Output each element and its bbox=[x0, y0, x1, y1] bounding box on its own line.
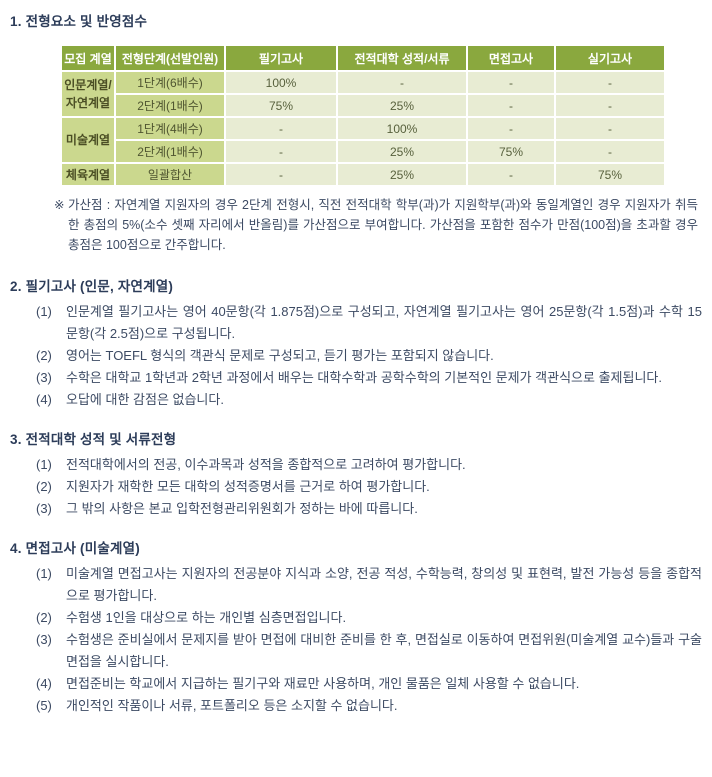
section-written-exam: 2. 필기고사 (인문, 자연계열) (1) 인문계열 필기고사는 영어 40문… bbox=[10, 275, 704, 411]
table-cell: 25% bbox=[338, 164, 466, 185]
list-item: (5) 개인적인 작품이나 서류, 포트폴리오 등은 소지할 수 없습니다. bbox=[36, 695, 702, 717]
admission-score-table: 모집 계열 전형단계(선발인원) 필기고사 전적대학 성적/서류 면접고사 실기… bbox=[60, 44, 666, 187]
list-item: (2) 영어는 TOEFL 형식의 객관식 문제로 구성되고, 듣기 평가는 포… bbox=[36, 345, 702, 367]
list-item: (2) 수험생 1인을 대상으로 하는 개인별 심층면접입니다. bbox=[36, 607, 702, 629]
list-item: (1) 미술계열 면접고사는 지원자의 전공분야 지식과 소양, 전공 적성, … bbox=[36, 563, 702, 607]
header-interview: 면접고사 bbox=[468, 46, 554, 70]
item-marker: (4) bbox=[36, 676, 52, 691]
table-header-row: 모집 계열 전형단계(선발인원) 필기고사 전적대학 성적/서류 면접고사 실기… bbox=[62, 46, 664, 70]
item-marker: (2) bbox=[36, 610, 52, 625]
admission-score-table-wrap: 모집 계열 전형단계(선발인원) 필기고사 전적대학 성적/서류 면접고사 실기… bbox=[60, 44, 704, 187]
table-cell: 2단계(1배수) bbox=[116, 141, 224, 162]
table-cell: - bbox=[556, 141, 664, 162]
header-written-exam: 필기고사 bbox=[226, 46, 336, 70]
table-cell: - bbox=[556, 118, 664, 139]
item-text: 인문계열 필기고사는 영어 40문항(각 1.875점)으로 구성되고, 자연계… bbox=[66, 304, 702, 341]
list-item: (3) 그 밖의 사항은 본교 입학전형관리위원회가 정하는 바에 따릅니다. bbox=[36, 498, 702, 520]
table-cell: 2단계(1배수) bbox=[116, 95, 224, 116]
section-prev-univ-records: 3. 전적대학 성적 및 서류전형 (1) 전적대학에서의 전공, 이수과목과 … bbox=[10, 428, 704, 520]
table-cell: 1단계(4배수) bbox=[116, 118, 224, 139]
group-label-humanities-natural: 인문계열/ 자연계열 bbox=[62, 72, 114, 116]
group-label-physical-ed: 체육계열 bbox=[62, 164, 114, 185]
item-text: 개인적인 작품이나 서류, 포트폴리오 등은 소지할 수 없습니다. bbox=[66, 698, 398, 713]
table-cell: - bbox=[226, 164, 336, 185]
table-row: 인문계열/ 자연계열 1단계(6배수) 100% - - - bbox=[62, 72, 664, 116]
bonus-point-note: ※ 가산점 : 자연계열 지원자의 경우 2단계 전형시, 직전 전적대학 학부… bbox=[54, 195, 698, 255]
item-marker: (3) bbox=[36, 632, 52, 647]
item-text: 면접준비는 학교에서 지급하는 필기구와 재료만 사용하며, 개인 물품은 일체… bbox=[66, 676, 580, 691]
item-marker: (3) bbox=[36, 501, 52, 516]
list-item: (1) 인문계열 필기고사는 영어 40문항(각 1.875점)으로 구성되고,… bbox=[36, 301, 702, 345]
table-cell: 75% bbox=[556, 164, 664, 185]
section-2-title: 2. 필기고사 (인문, 자연계열) bbox=[10, 279, 174, 294]
section-1-title: 1. 전형요소 및 반영점수 bbox=[10, 14, 148, 29]
section-interview: 4. 면접고사 (미술계열) (1) 미술계열 면접고사는 지원자의 전공분야 … bbox=[10, 537, 704, 717]
table-cell: 일괄합산 bbox=[116, 164, 224, 185]
section-admission-elements: 1. 전형요소 및 반영점수 모집 계열 전형단계(선발인원) 필기고사 전적대… bbox=[10, 10, 704, 255]
item-text: 오답에 대한 감점은 없습니다. bbox=[66, 392, 224, 407]
item-text: 전적대학에서의 전공, 이수과목과 성적을 종합적으로 고려하여 평가합니다. bbox=[66, 457, 466, 472]
list-item: (4) 오답에 대한 감점은 없습니다. bbox=[36, 389, 702, 411]
item-text: 지원자가 재학한 모든 대학의 성적증명서를 근거로 하여 평가합니다. bbox=[66, 479, 430, 494]
table-cell: - bbox=[226, 141, 336, 162]
note-marker: ※ bbox=[54, 198, 65, 212]
table-cell: - bbox=[338, 72, 466, 93]
list-item: (3) 수험생은 준비실에서 문제지를 받아 면접에 대비한 준비를 한 후, … bbox=[36, 629, 702, 673]
item-marker: (5) bbox=[36, 698, 52, 713]
item-marker: (2) bbox=[36, 479, 52, 494]
table-cell: - bbox=[468, 118, 554, 139]
table-row: 2단계(1배수) - 25% 75% - bbox=[62, 141, 664, 162]
header-stage: 전형단계(선발인원) bbox=[116, 46, 224, 70]
group-label-art: 미술계열 bbox=[62, 118, 114, 162]
table-cell: 1단계(6배수) bbox=[116, 72, 224, 93]
item-marker: (1) bbox=[36, 304, 52, 319]
item-text: 영어는 TOEFL 형식의 객관식 문제로 구성되고, 듣기 평가는 포함되지 … bbox=[66, 348, 494, 363]
header-practical-exam: 실기고사 bbox=[556, 46, 664, 70]
table-cell: - bbox=[468, 95, 554, 116]
table-cell: 75% bbox=[226, 95, 336, 116]
item-marker: (1) bbox=[36, 566, 52, 581]
header-prev-univ-records: 전적대학 성적/서류 bbox=[338, 46, 466, 70]
list-item: (1) 전적대학에서의 전공, 이수과목과 성적을 종합적으로 고려하여 평가합… bbox=[36, 454, 702, 476]
table-cell: 100% bbox=[338, 118, 466, 139]
header-recruit-group: 모집 계열 bbox=[62, 46, 114, 70]
note-text: 가산점 : 자연계열 지원자의 경우 2단계 전형시, 직전 전적대학 학부(과… bbox=[68, 198, 698, 252]
table-cell: - bbox=[226, 118, 336, 139]
item-text: 수험생 1인을 대상으로 하는 개인별 심층면접입니다. bbox=[66, 610, 347, 625]
item-marker: (3) bbox=[36, 370, 52, 385]
table-row: 미술계열 1단계(4배수) - 100% - - bbox=[62, 118, 664, 162]
item-text: 수학은 대학교 1학년과 2학년 과정에서 배우는 대학수학과 공학수학의 기본… bbox=[66, 370, 663, 385]
item-text: 수험생은 준비실에서 문제지를 받아 면접에 대비한 준비를 한 후, 면접실로… bbox=[66, 632, 702, 669]
list-item: (3) 수학은 대학교 1학년과 2학년 과정에서 배우는 대학수학과 공학수학… bbox=[36, 367, 702, 389]
table-cell: - bbox=[556, 72, 664, 93]
section-4-title: 4. 면접고사 (미술계열) bbox=[10, 541, 140, 556]
section-3-title: 3. 전적대학 성적 및 서류전형 bbox=[10, 432, 177, 447]
table-row: 체육계열 일괄합산 - 25% - 75% bbox=[62, 164, 664, 185]
table-row: 2단계(1배수) 75% 25% - - bbox=[62, 95, 664, 116]
table-cell: 100% bbox=[226, 72, 336, 93]
table-cell: 25% bbox=[338, 95, 466, 116]
table-cell: 75% bbox=[468, 141, 554, 162]
item-text: 그 밖의 사항은 본교 입학전형관리위원회가 정하는 바에 따릅니다. bbox=[66, 501, 418, 516]
item-text: 미술계열 면접고사는 지원자의 전공분야 지식과 소양, 전공 적성, 수학능력… bbox=[66, 566, 702, 603]
table-cell: - bbox=[468, 72, 554, 93]
table-cell: 25% bbox=[338, 141, 466, 162]
list-item: (4) 면접준비는 학교에서 지급하는 필기구와 재료만 사용하며, 개인 물품… bbox=[36, 673, 702, 695]
item-marker: (4) bbox=[36, 392, 52, 407]
list-item: (2) 지원자가 재학한 모든 대학의 성적증명서를 근거로 하여 평가합니다. bbox=[36, 476, 702, 498]
table-cell: - bbox=[556, 95, 664, 116]
item-marker: (2) bbox=[36, 348, 52, 363]
item-marker: (1) bbox=[36, 457, 52, 472]
table-cell: - bbox=[468, 164, 554, 185]
